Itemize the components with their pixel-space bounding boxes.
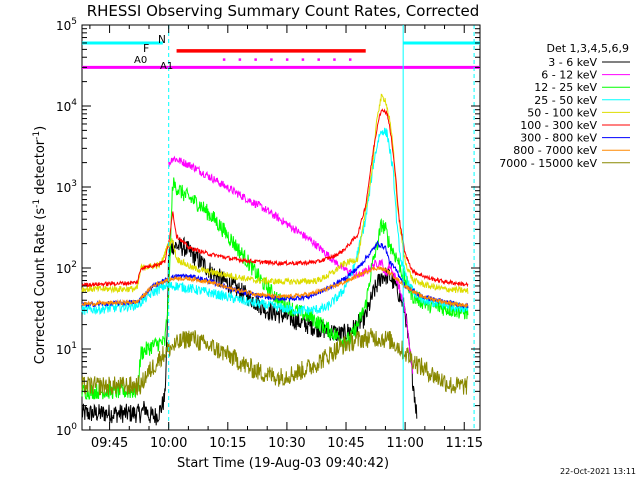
- series-line-3: [81, 127, 469, 316]
- x-tick-label: 09:45: [91, 436, 128, 451]
- attenuator-state-marker: [301, 58, 305, 61]
- generation-timestamp: 22-Oct-2021 13:11: [560, 467, 636, 476]
- series-line-5: [81, 108, 469, 288]
- attenuator-a1-label: A1: [160, 61, 173, 72]
- legend-label-4: 50 - 100 keV: [527, 106, 597, 119]
- attenuator-state-marker: [333, 58, 336, 61]
- y-tick-label: 103: [56, 179, 77, 195]
- attenuator-state-marker: [238, 58, 242, 61]
- legend-label-8: 7000 - 15000 keV: [499, 157, 597, 170]
- chart-title: RHESSI Observing Summary Count Rates, Co…: [87, 2, 480, 20]
- night-label: N: [158, 34, 166, 46]
- series-line-0: [81, 236, 418, 426]
- attenuator-state-marker: [317, 58, 320, 61]
- attenuator-state-marker: [254, 58, 257, 61]
- flare-label: F: [143, 42, 149, 55]
- legend-label-3: 25 - 50 keV: [534, 94, 597, 107]
- x-tick-label: 11:00: [386, 436, 423, 451]
- y-tick-label: 104: [56, 98, 77, 114]
- legend-label-0: 3 - 6 keV: [548, 56, 597, 69]
- series-layer: [81, 93, 469, 426]
- y-axis-label: Corrected Count Rate (s-1 detector-1): [32, 126, 48, 364]
- legend-label-6: 300 - 800 keV: [520, 132, 597, 145]
- y-tick-label: 102: [56, 260, 77, 276]
- attenuator-state-marker: [222, 58, 226, 61]
- axes: 09:45 10:00 10:15 10:30 10:45 11:00 11:15 100 10…: [56, 17, 483, 451]
- x-tick-label: 10:15: [209, 436, 246, 451]
- plot-frame: [81, 24, 481, 431]
- x-tick-label: 10:00: [150, 436, 187, 451]
- plot-border: [81, 24, 481, 431]
- x-tick-label: 10:30: [268, 436, 305, 451]
- legend-label-2: 12 - 25 keV: [534, 81, 597, 94]
- time-markers: [168, 25, 475, 430]
- y-tick-label: 105: [56, 17, 77, 33]
- x-tick-label: 10:45: [327, 436, 364, 451]
- x-axis-label: Start Time (19-Aug-03 09:40:42): [177, 456, 389, 471]
- legend-label-5: 100 - 300 keV: [520, 119, 597, 132]
- attenuator-state-marker: [270, 58, 273, 61]
- status-flags: [82, 41, 480, 69]
- y-tick-label: 101: [56, 341, 77, 357]
- x-tick-label: 11:15: [446, 436, 483, 451]
- attenuator-state-marker: [348, 58, 352, 61]
- legend-label-1: 6 - 12 keV: [541, 69, 597, 82]
- y-tick-label: 100: [56, 422, 77, 438]
- legend-title: Det 1,3,4,5,6,9: [546, 42, 629, 55]
- legend-label-7: 800 - 7000 keV: [513, 144, 597, 157]
- attenuator-state-marker: [285, 58, 289, 61]
- attenuator-a0-label: A0: [134, 55, 147, 66]
- series-line-1: [168, 155, 414, 374]
